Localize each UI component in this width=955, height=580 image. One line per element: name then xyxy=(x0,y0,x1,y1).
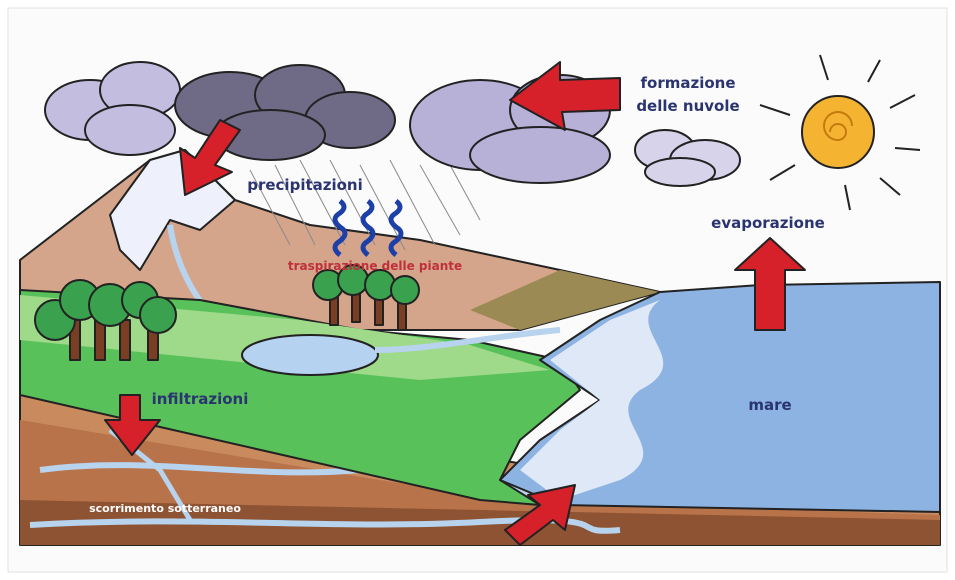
label-evaporation: evaporazione xyxy=(711,214,825,232)
label-transpiration: traspirazione delle piante xyxy=(288,259,462,273)
label-cloud-formation: delle nuvole xyxy=(636,97,739,115)
label-precipitation: precipitazioni xyxy=(247,176,363,194)
label-groundwater-flow: scorrimento sotterraneo xyxy=(89,502,241,515)
label-infiltration: infiltrazioni xyxy=(152,390,249,408)
water-cycle-diagram: formazione delle nuvole precipitazioni e… xyxy=(0,0,955,580)
label-sea: mare xyxy=(748,396,791,414)
label-cloud-formation: formazione xyxy=(640,74,735,92)
lake xyxy=(242,335,378,375)
